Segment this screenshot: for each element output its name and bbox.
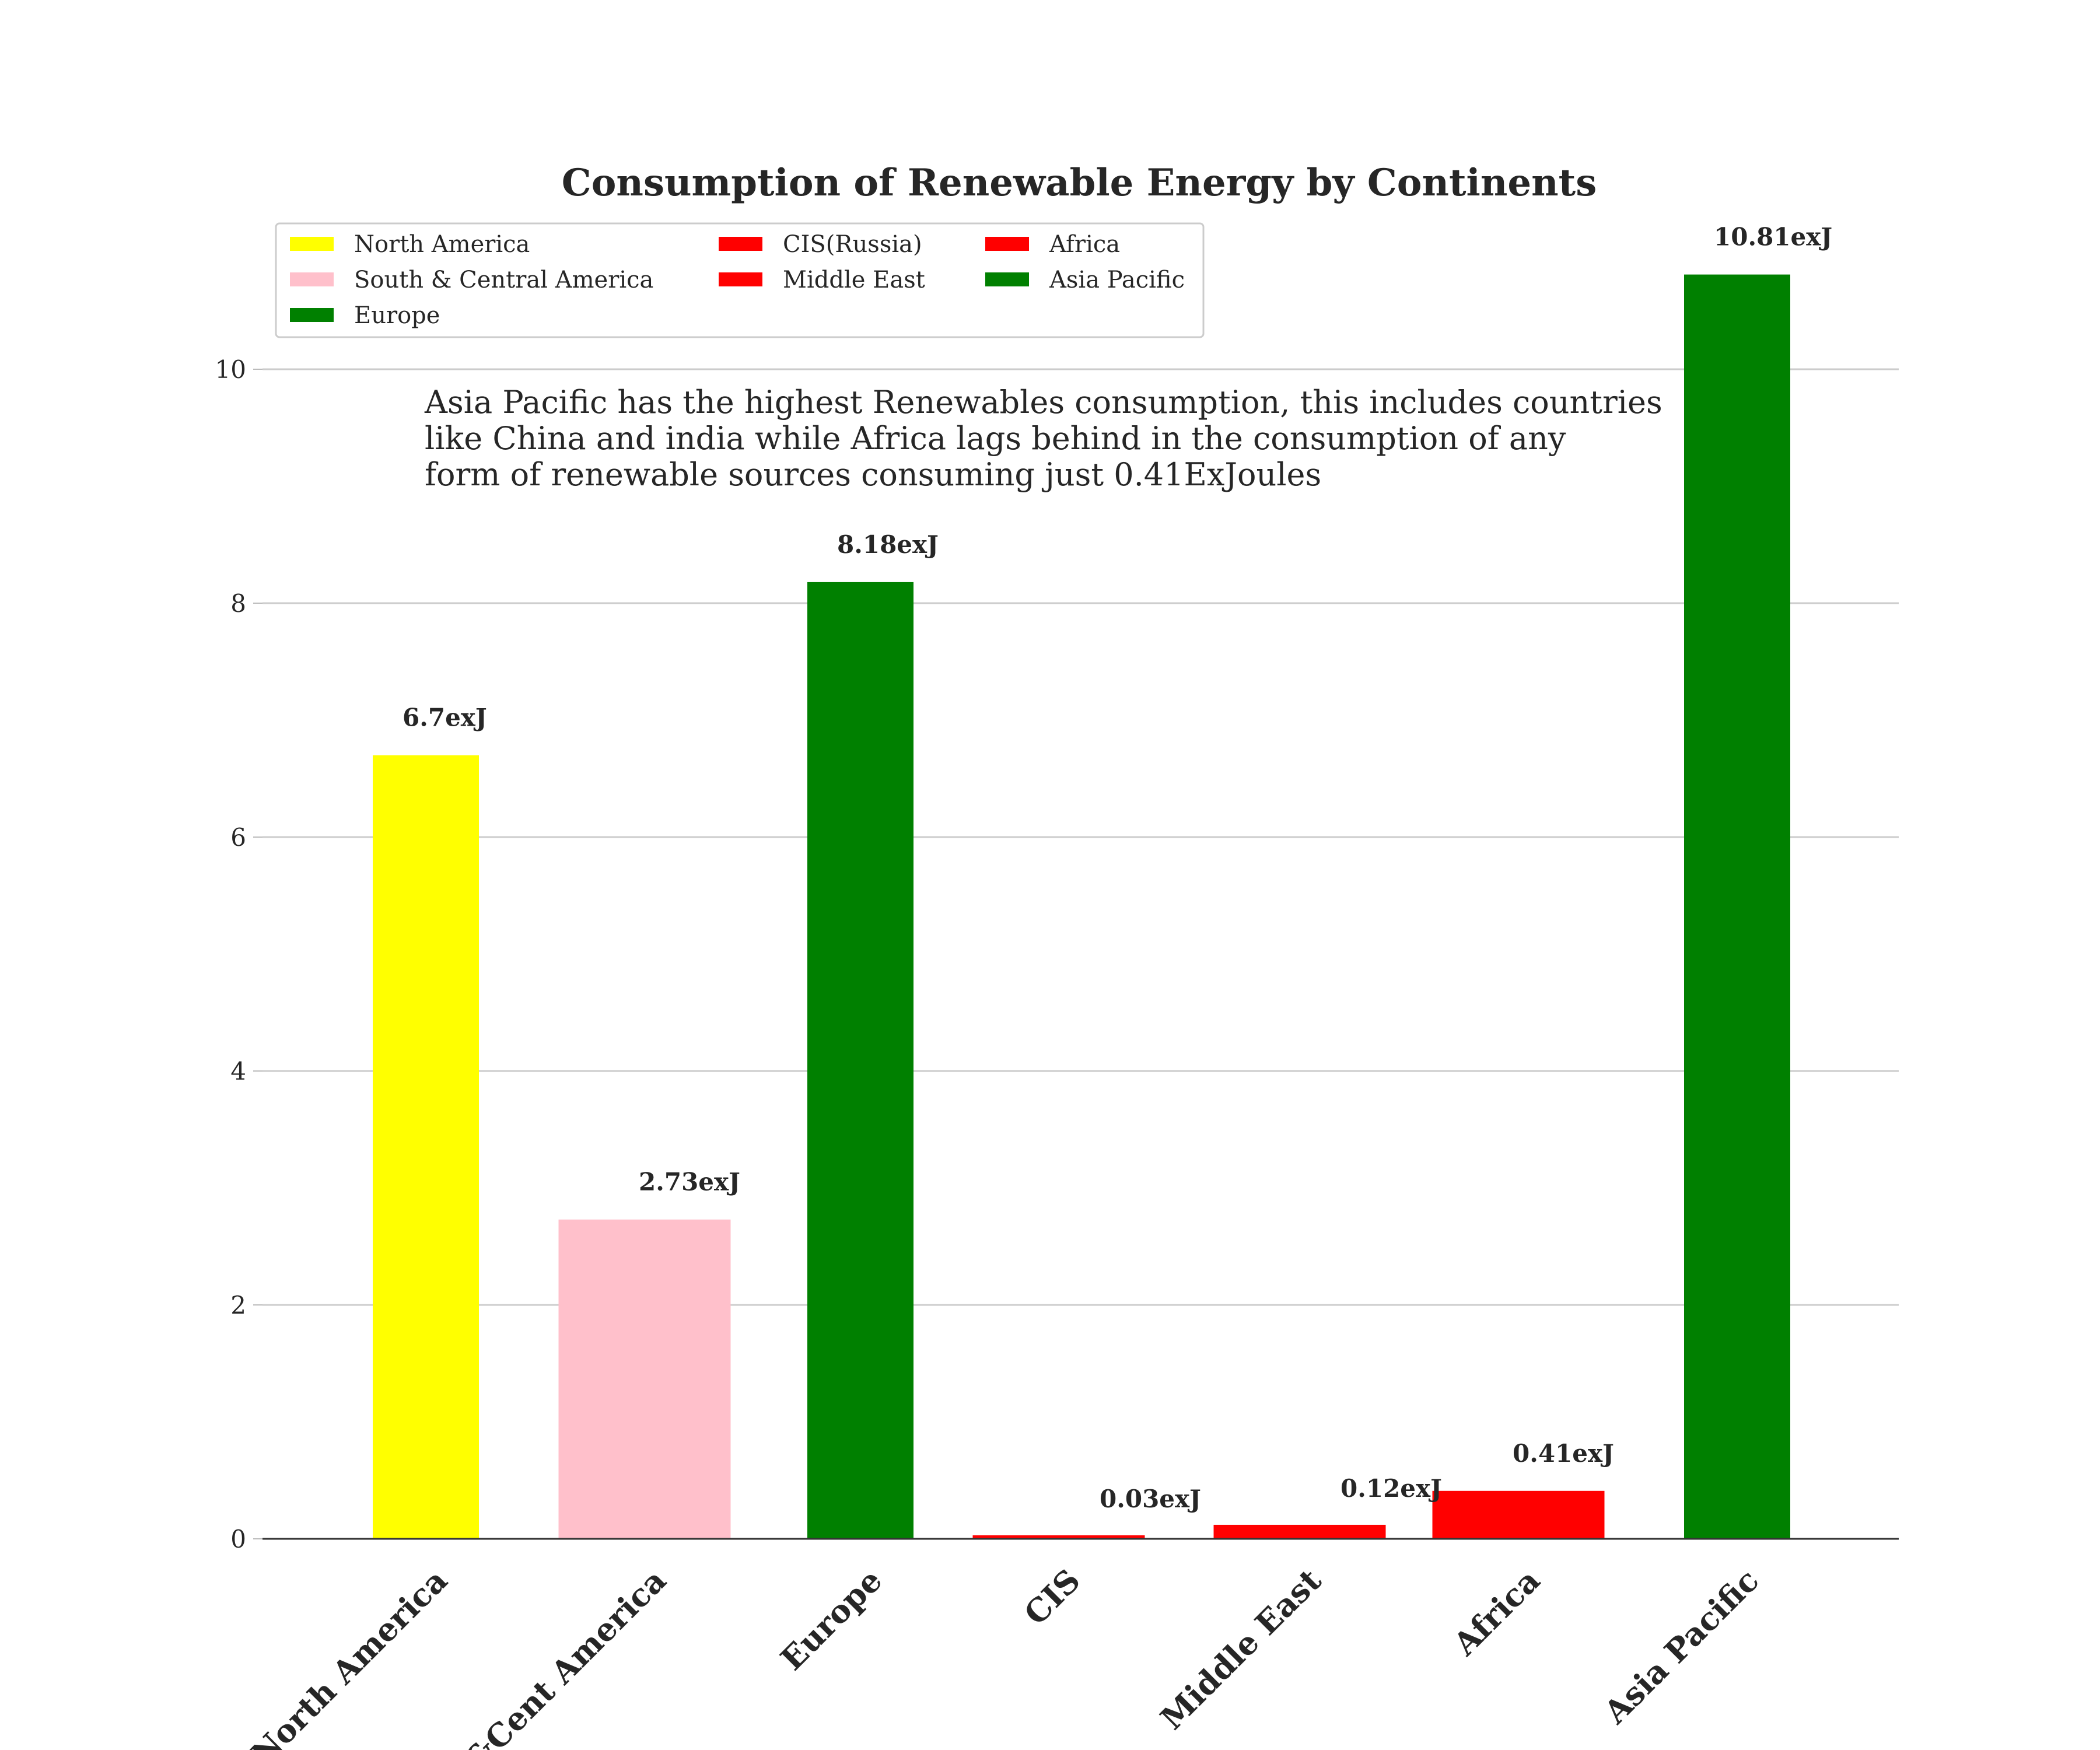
bar [1213, 1524, 1386, 1539]
legend-label: South & Central America [354, 267, 653, 293]
value-labels: 6.7exJ 2.73exJ 8.18exJ 0.03exJ 0.12exJ 0.41ex… [402, 223, 1832, 1513]
bar-value-label: 6.7exJ [402, 704, 487, 732]
y-tick-label: 2 [230, 1291, 246, 1320]
legend-swatch [985, 237, 1029, 251]
chart-title: Consumption of Renewable Energy by Conti… [562, 161, 1597, 205]
legend: North America South & Central America Euro… [275, 222, 1205, 338]
annotation-text: Asia Pacific has the highest Renewables … [424, 384, 1672, 493]
bar-value-label: 8.18exJ [837, 530, 939, 559]
legend-label: CIS(Russia) [783, 231, 922, 258]
y-axis-ticks: 0 2 4 6 8 10 [215, 355, 262, 1553]
bar [1684, 274, 1790, 1539]
bars [373, 274, 1790, 1539]
bar [558, 1219, 731, 1539]
y-tick-label: 4 [230, 1057, 246, 1086]
bar [807, 582, 914, 1539]
y-tick-label: 10 [215, 355, 246, 384]
y-tick-label: 6 [230, 823, 246, 852]
legend-entries: North America South & Central America Euro… [290, 231, 1185, 329]
bar-value-label: 0.41exJ [1513, 1439, 1614, 1468]
legend-swatch [290, 308, 334, 322]
legend-label: Africa [1049, 231, 1120, 258]
legend-swatch [290, 272, 334, 286]
bar-value-label: 0.12exJ [1340, 1474, 1442, 1503]
bar [373, 755, 479, 1539]
legend-swatch [719, 237, 762, 251]
legend-label: Asia Pacific [1049, 267, 1185, 293]
legend-label: North America [354, 231, 530, 258]
y-tick-label: 8 [230, 589, 246, 618]
legend-swatch [290, 237, 334, 251]
legend-label: Europe [354, 302, 440, 329]
bar [972, 1535, 1145, 1539]
annotation-line-1: Asia Pacific has the highest Renewables … [424, 384, 1662, 421]
gridlines [262, 368, 1899, 1306]
annotation-line-3: form of renewable sources consuming just… [425, 456, 1321, 493]
bar-value-label: 10.81exJ [1714, 223, 1832, 251]
bar-value-label: 0.03exJ [1100, 1485, 1201, 1513]
legend-swatch [985, 272, 1029, 286]
bar-value-label: 2.73exJ [639, 1168, 740, 1196]
legend-label: Middle East [783, 267, 925, 293]
bar [1432, 1490, 1605, 1539]
legend-swatch [719, 272, 762, 286]
y-tick-label: 0 [230, 1525, 246, 1553]
annotation-line-2: like China and india while Africa lags b… [425, 420, 1566, 457]
